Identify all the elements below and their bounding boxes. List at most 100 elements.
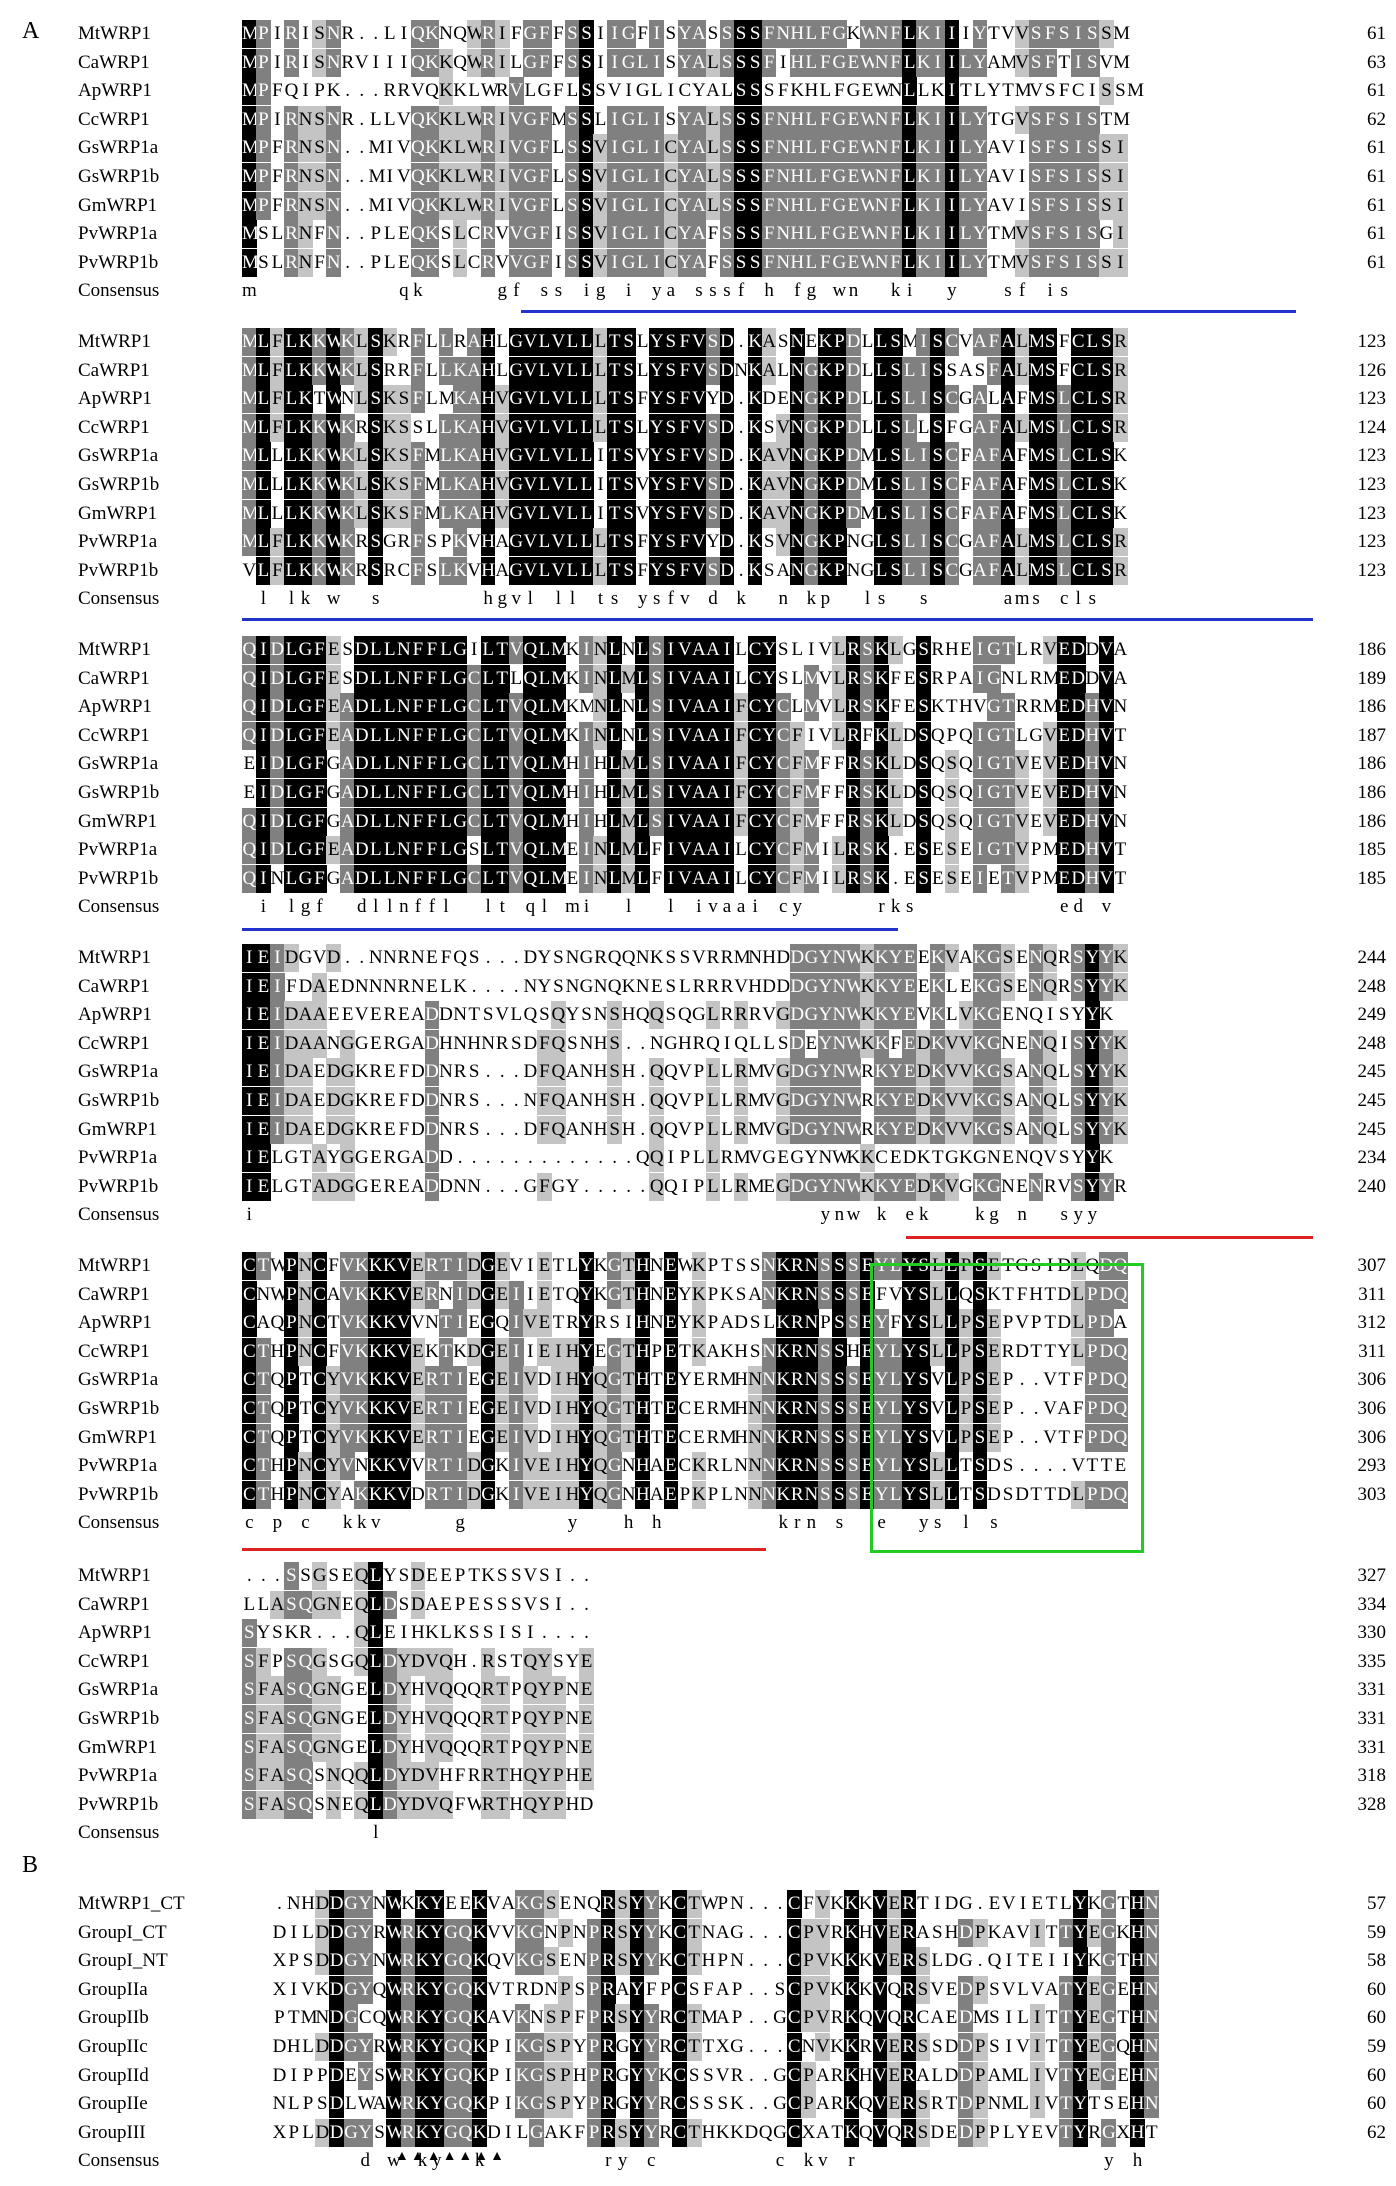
residue: I: [256, 636, 271, 664]
residue: K: [775, 1452, 791, 1481]
consensus-residue: [523, 1201, 538, 1229]
residue: T: [1044, 1283, 1056, 1305]
residue: L: [565, 442, 580, 471]
residue: M: [242, 528, 259, 557]
residue: T: [686, 1890, 702, 1918]
residue: F: [424, 864, 440, 893]
residue: K: [930, 1001, 946, 1030]
residue: G: [959, 416, 973, 438]
sequence-row: GmWRP1 M P F R N S N.. M I V Q K K L W R I V G F L S S V I G L I C Y A L…: [0, 191, 1396, 220]
residue: A: [411, 1032, 425, 1054]
residue: Q: [242, 807, 257, 836]
residue: S: [284, 1676, 299, 1705]
residue: W: [386, 1918, 404, 1947]
residue: L: [368, 1590, 384, 1619]
residue: L: [368, 1562, 384, 1590]
residue: L: [693, 1147, 705, 1169]
sequence-end-position: 61: [1367, 194, 1386, 216]
residue: Q: [621, 947, 636, 968]
residue: V: [523, 385, 538, 414]
residue: F: [1042, 163, 1058, 191]
residue: E: [917, 947, 930, 968]
residue: S: [649, 779, 665, 807]
residue: L: [861, 331, 874, 352]
residue: L: [284, 556, 299, 585]
residue: V: [1016, 2036, 1030, 2057]
residue: T: [438, 1309, 454, 1338]
consensus-residue: [523, 1819, 538, 1847]
residue: V: [958, 1115, 974, 1144]
residue: C: [678, 80, 692, 102]
residue: V: [635, 502, 650, 524]
consensus-residue: [425, 1819, 440, 1847]
residue: C: [467, 251, 481, 273]
residue: V: [551, 471, 566, 499]
residue: I: [256, 721, 271, 750]
sequence-row: CcWRP1 C T H P N C F V K K K V E K T K D G E I I E I H Y E G T H P E T K A…: [0, 1337, 1396, 1366]
residue: G: [621, 220, 636, 249]
residue: G: [775, 1058, 791, 1087]
residue: N: [1144, 1975, 1160, 2004]
residue: K: [972, 944, 988, 972]
residue: G: [958, 1893, 973, 1914]
residue: M: [804, 693, 821, 722]
residue: L: [930, 1452, 946, 1481]
sequence-end-position: 293: [1357, 1455, 1387, 1477]
residue: .: [359, 947, 365, 968]
residue: G: [773, 2121, 787, 2143]
residue: .: [345, 223, 351, 245]
residue: R: [341, 23, 354, 44]
residue: Y: [677, 105, 693, 134]
residue: S: [312, 105, 327, 134]
residue: H: [565, 1337, 580, 1366]
residue: F: [312, 836, 327, 865]
residue: A: [501, 1893, 516, 1914]
consensus-label: Consensus: [78, 588, 160, 610]
residue: N: [761, 1395, 777, 1423]
residue: G: [452, 836, 468, 865]
residue: F: [1016, 1283, 1028, 1305]
residue: W: [677, 1255, 696, 1276]
residue: L: [438, 721, 454, 750]
consensus-residue: e: [905, 1204, 914, 1226]
residue: E: [663, 1366, 679, 1395]
residue: N: [372, 1893, 387, 1914]
residue: S: [832, 1480, 847, 1509]
residue: T: [494, 807, 510, 836]
residue: L: [607, 664, 622, 693]
residue: T: [327, 1312, 340, 1334]
residue: S: [539, 1593, 550, 1615]
residue: Q: [457, 2061, 473, 2090]
residue: R: [830, 2093, 844, 2115]
residue: Q: [457, 2090, 473, 2119]
consensus-residue: [523, 277, 538, 305]
residue: Y: [972, 105, 988, 134]
residue: S: [916, 636, 932, 664]
residue: I: [944, 77, 960, 106]
residue: R: [846, 664, 861, 693]
residue: G: [343, 2118, 359, 2147]
residue: G: [1101, 2004, 1117, 2033]
residue: K: [930, 944, 946, 972]
residue: Y: [888, 1001, 903, 1030]
residue: F: [637, 23, 648, 44]
consensus-residue: l: [569, 588, 576, 610]
residue: .: [748, 2007, 754, 2029]
consensus-residue: [411, 1819, 426, 1847]
consensus-residue: l: [260, 588, 266, 610]
residue: L: [384, 223, 396, 245]
residue: L: [832, 721, 847, 750]
residue: P: [256, 134, 271, 163]
residue: P: [586, 2004, 602, 2033]
residue: L: [1056, 499, 1072, 528]
residue: D: [846, 413, 861, 442]
residue: R: [594, 1312, 607, 1334]
residue: N: [326, 1733, 341, 1762]
residue: H: [1085, 693, 1100, 722]
residue: L: [944, 1452, 960, 1481]
residue: L: [888, 1480, 903, 1509]
residue: T: [621, 1280, 636, 1309]
residue: F: [398, 1090, 410, 1111]
residue: T: [1000, 750, 1016, 779]
residue: V: [748, 1147, 762, 1169]
